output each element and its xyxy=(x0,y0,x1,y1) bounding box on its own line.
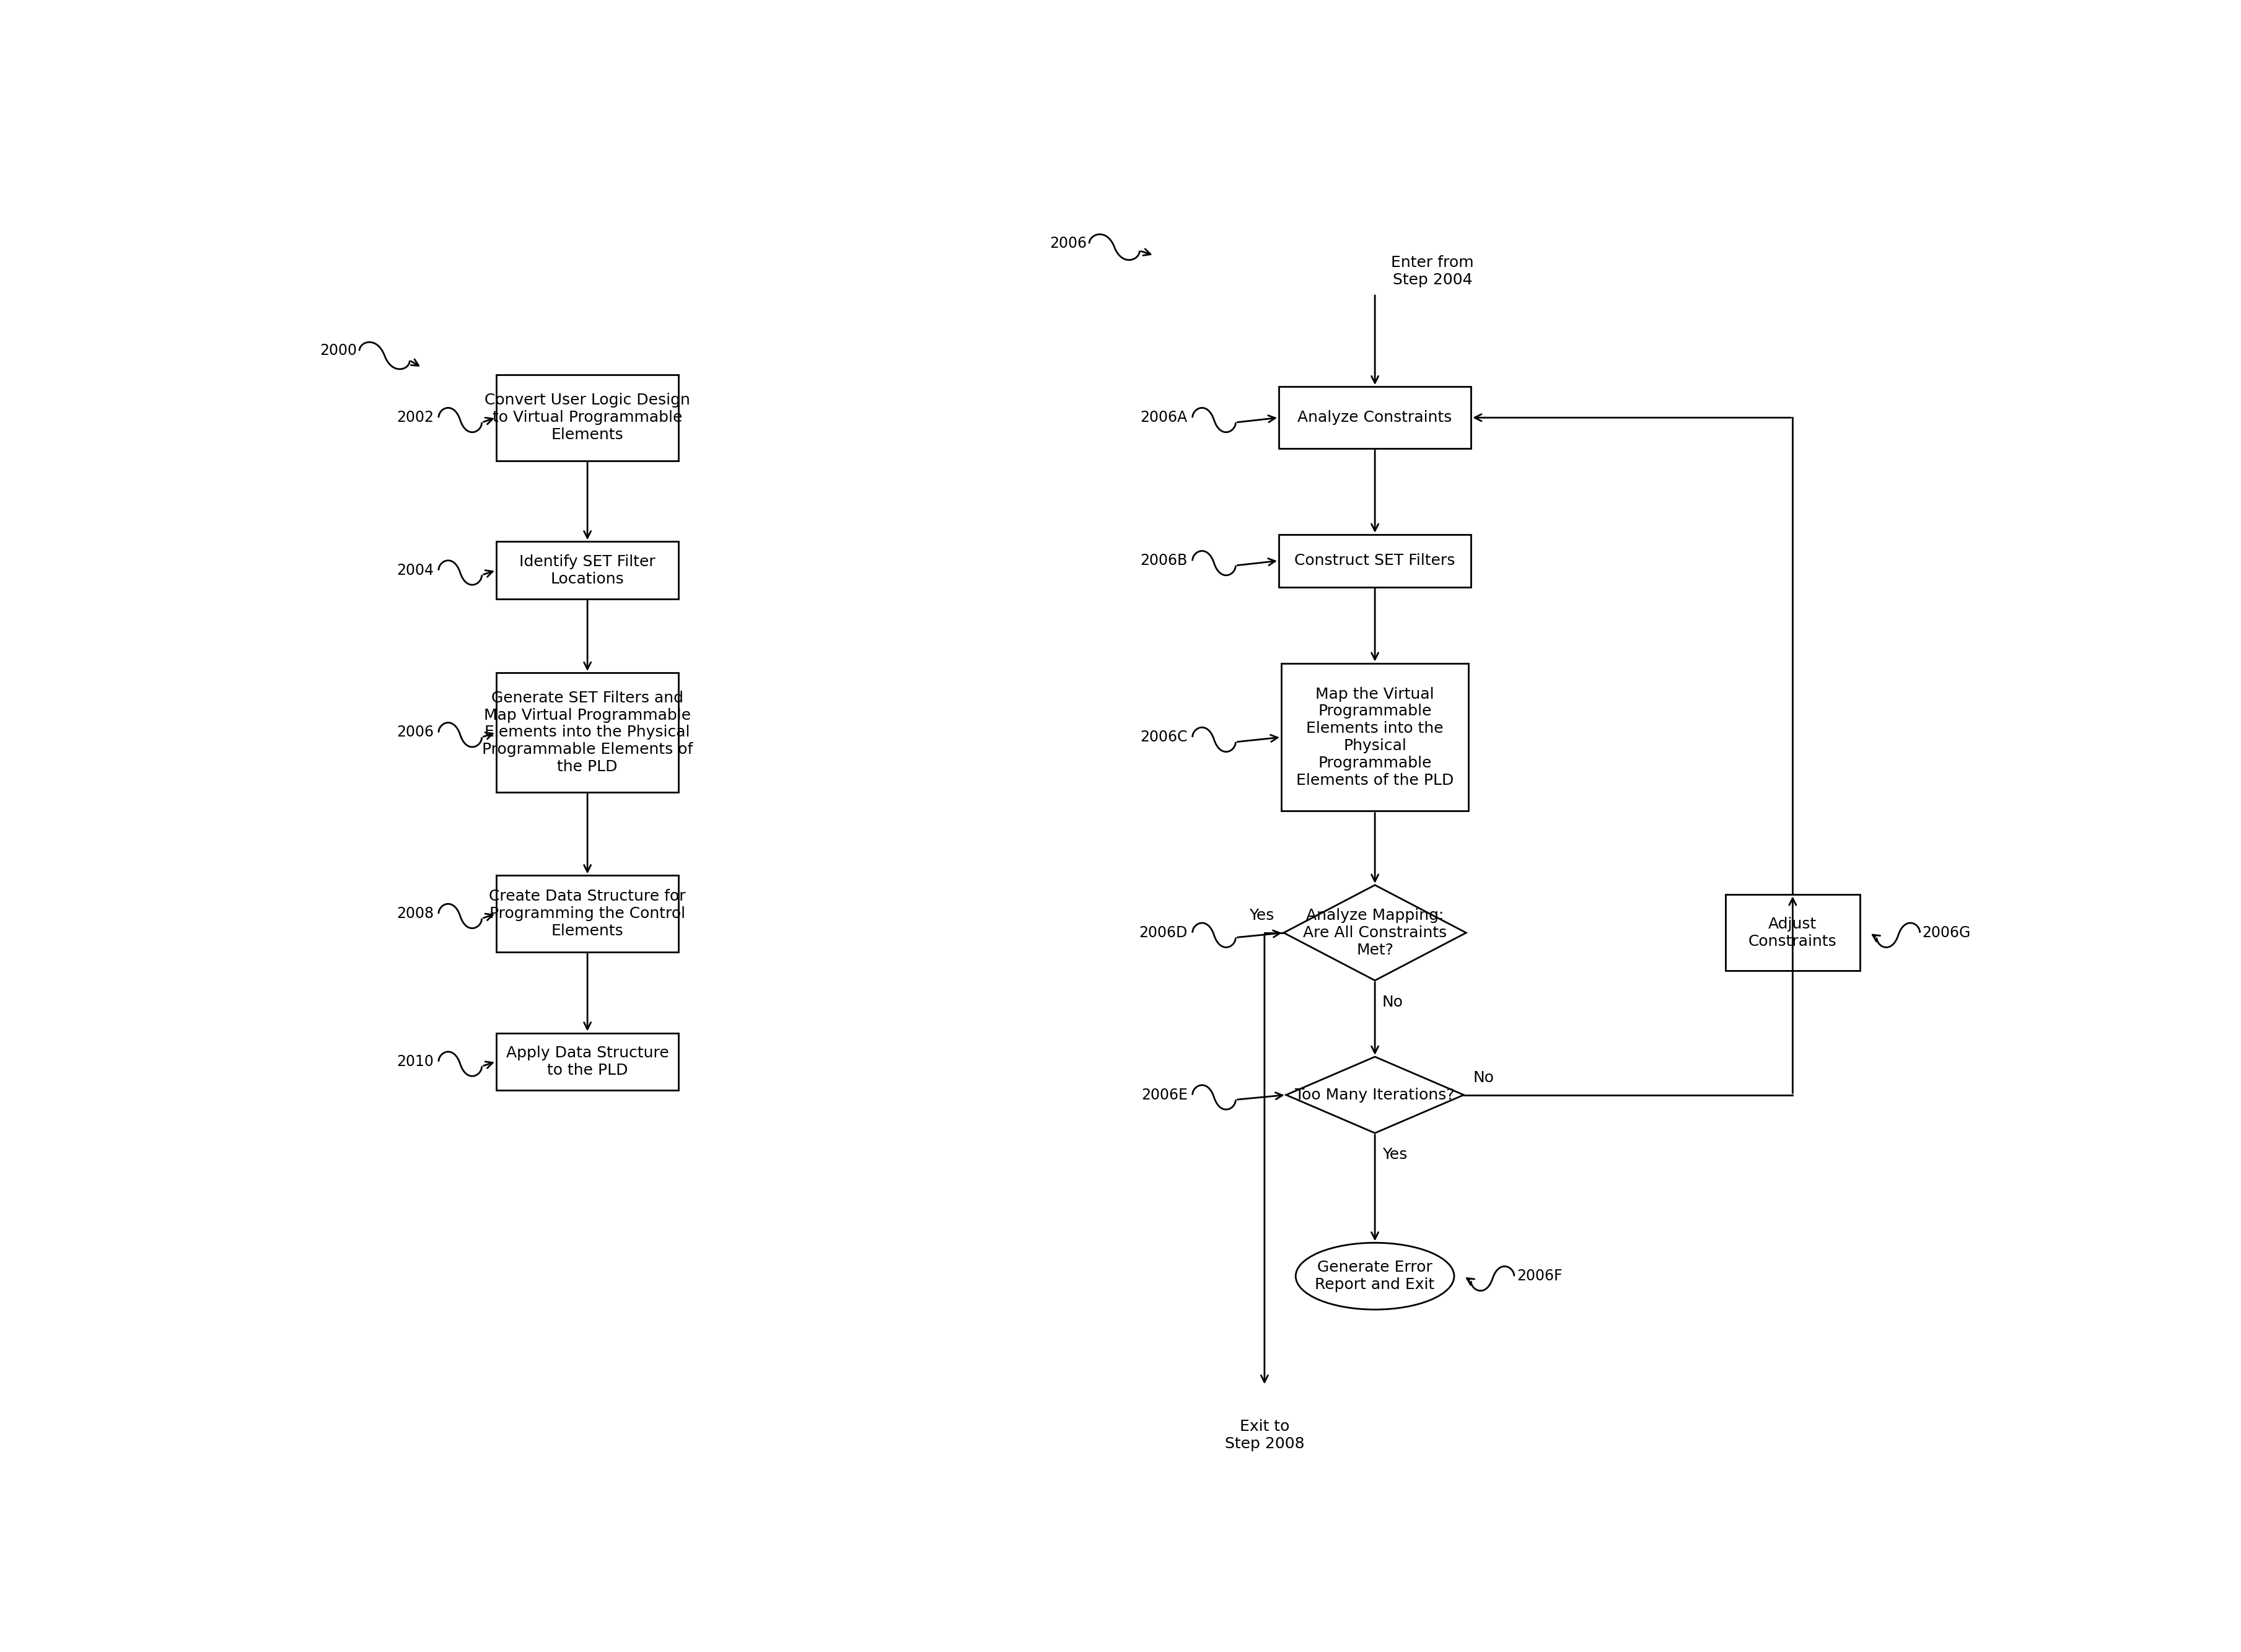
Bar xyxy=(1280,387,1470,449)
Text: Yes: Yes xyxy=(1383,1148,1407,1163)
Text: 2006G: 2006G xyxy=(1923,925,1970,940)
Text: 2006F: 2006F xyxy=(1517,1269,1562,1284)
Text: Apply Data Structure
to the PLD: Apply Data Structure to the PLD xyxy=(506,1046,668,1077)
Text: Enter from
Step 2004: Enter from Step 2004 xyxy=(1392,256,1475,287)
Bar xyxy=(1280,535,1470,586)
Text: 2006: 2006 xyxy=(397,725,435,740)
Bar xyxy=(495,1032,679,1090)
Text: 2006A: 2006A xyxy=(1141,410,1188,425)
Text: Adjust
Constraints: Adjust Constraints xyxy=(1748,917,1838,948)
Bar xyxy=(495,672,679,791)
Text: No: No xyxy=(1383,995,1403,1009)
Text: No: No xyxy=(1472,1070,1495,1085)
Text: Construct SET Filters: Construct SET Filters xyxy=(1295,553,1454,568)
Bar xyxy=(495,542,679,600)
Text: Convert User Logic Design
to Virtual Programmable
Elements: Convert User Logic Design to Virtual Pro… xyxy=(484,393,690,443)
Text: 2010: 2010 xyxy=(397,1054,435,1069)
Text: Too Many Iterations?: Too Many Iterations? xyxy=(1295,1087,1454,1102)
Ellipse shape xyxy=(1295,1242,1454,1310)
Text: Identify SET Filter
Locations: Identify SET Filter Locations xyxy=(520,553,657,586)
Text: Create Data Structure for
Programming the Control
Elements: Create Data Structure for Programming th… xyxy=(489,889,686,938)
Text: Analyze Constraints: Analyze Constraints xyxy=(1298,410,1452,425)
Text: 2008: 2008 xyxy=(397,907,435,922)
Polygon shape xyxy=(1284,885,1466,980)
Text: 2006: 2006 xyxy=(1049,236,1087,251)
Bar xyxy=(1726,895,1860,971)
Text: 2006D: 2006D xyxy=(1138,925,1188,940)
Text: Analyze Mapping:
Are All Constraints
Met?: Analyze Mapping: Are All Constraints Met… xyxy=(1302,909,1448,958)
Text: 2006B: 2006B xyxy=(1141,553,1188,568)
Text: Generate Error
Report and Exit: Generate Error Report and Exit xyxy=(1315,1260,1434,1292)
Text: Exit to
Step 2008: Exit to Step 2008 xyxy=(1224,1419,1304,1452)
Bar xyxy=(495,876,679,952)
Text: 2002: 2002 xyxy=(397,410,435,425)
Text: Yes: Yes xyxy=(1248,909,1275,923)
Text: 2004: 2004 xyxy=(397,563,435,578)
Text: 2000: 2000 xyxy=(320,344,356,358)
Text: Generate SET Filters and
Map Virtual Programmable
Elements into the Physical
Pro: Generate SET Filters and Map Virtual Pro… xyxy=(482,691,692,775)
Bar xyxy=(495,375,679,461)
Bar xyxy=(1282,662,1468,811)
Polygon shape xyxy=(1286,1057,1463,1133)
Text: 2006E: 2006E xyxy=(1141,1087,1188,1102)
Text: Map the Virtual
Programmable
Elements into the
Physical
Programmable
Elements of: Map the Virtual Programmable Elements in… xyxy=(1295,687,1454,788)
Text: 2006C: 2006C xyxy=(1141,730,1188,745)
